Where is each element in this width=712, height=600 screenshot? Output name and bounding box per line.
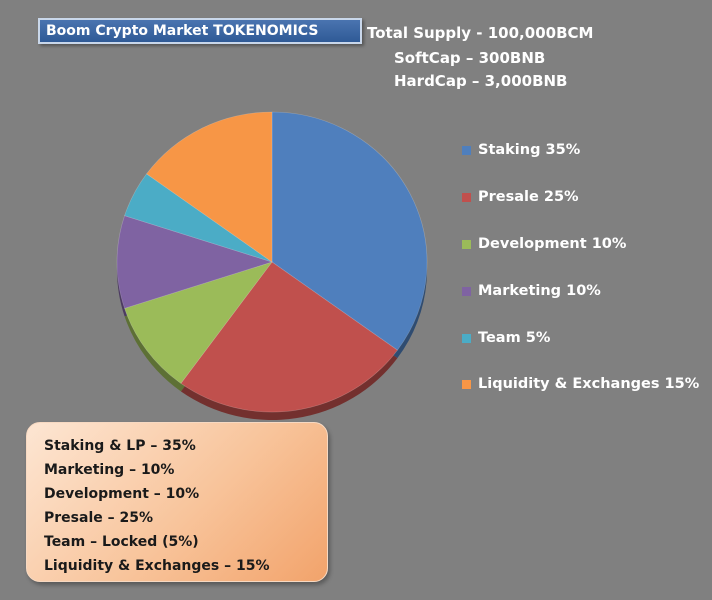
pie-slice-2 <box>124 261 273 384</box>
summary-line-presale: Presale – 25% <box>44 510 153 526</box>
pie-slice-side-5 <box>146 120 272 270</box>
legend-item-liquidity: Liquidity & Exchanges 15% <box>462 374 699 394</box>
legend-item-presale: Presale 25% <box>462 187 579 207</box>
pie-slice-side-0 <box>272 120 427 359</box>
legend-swatch-team <box>462 333 471 343</box>
softcap-text: SoftCap – 300BNB <box>394 49 546 67</box>
legend-item-team: Team 5% <box>462 328 550 348</box>
allocation-summary-box: Staking & LP – 35% Marketing – 10% Devel… <box>26 422 328 582</box>
hardcap-text: HardCap – 3,000BNB <box>394 72 568 90</box>
summary-line-liquidity: Liquidity & Exchanges – 15% <box>44 558 270 574</box>
pie-slice-5 <box>146 111 273 263</box>
pie-slice-side-3 <box>117 223 273 317</box>
legend-swatch-presale <box>462 192 471 202</box>
tokenomics-title: Boom Crypto Market TOKENOMICS <box>38 18 362 44</box>
legend-swatch-marketing <box>462 286 471 296</box>
legend-label-team: Team 5% <box>478 330 551 346</box>
legend-item-development: Development 10% <box>462 234 626 254</box>
legend-label-staking: Staking 35% <box>478 142 581 158</box>
legend-item-marketing: Marketing 10% <box>462 281 601 301</box>
pie-slice-0 <box>271 111 428 351</box>
legend-label-presale: Presale 25% <box>478 189 579 205</box>
summary-line-development: Development – 10% <box>44 486 200 502</box>
pie-slice-4 <box>124 173 273 263</box>
legend-item-staking: Staking 35% <box>462 140 580 160</box>
summary-line-marketing: Marketing – 10% <box>44 462 175 478</box>
legend-swatch-development <box>462 239 471 249</box>
legend-swatch-staking <box>462 145 471 155</box>
pie-slice-3 <box>116 215 274 309</box>
summary-line-team: Team – Locked (5%) <box>44 534 199 550</box>
legend-label-marketing: Marketing 10% <box>478 283 601 299</box>
legend-swatch-liquidity <box>462 379 471 389</box>
pie-slice-side-2 <box>124 270 272 392</box>
legend-label-liquidity: Liquidity & Exchanges 15% <box>478 376 700 392</box>
summary-line-staking: Staking & LP – 35% <box>44 438 196 454</box>
legend-label-development: Development 10% <box>478 236 627 252</box>
total-supply-text: Total Supply - 100,000BCM <box>367 24 594 42</box>
pie-slice-side-4 <box>124 181 272 270</box>
pie-slice-side-1 <box>180 270 398 420</box>
pie-slice-1 <box>180 261 398 413</box>
